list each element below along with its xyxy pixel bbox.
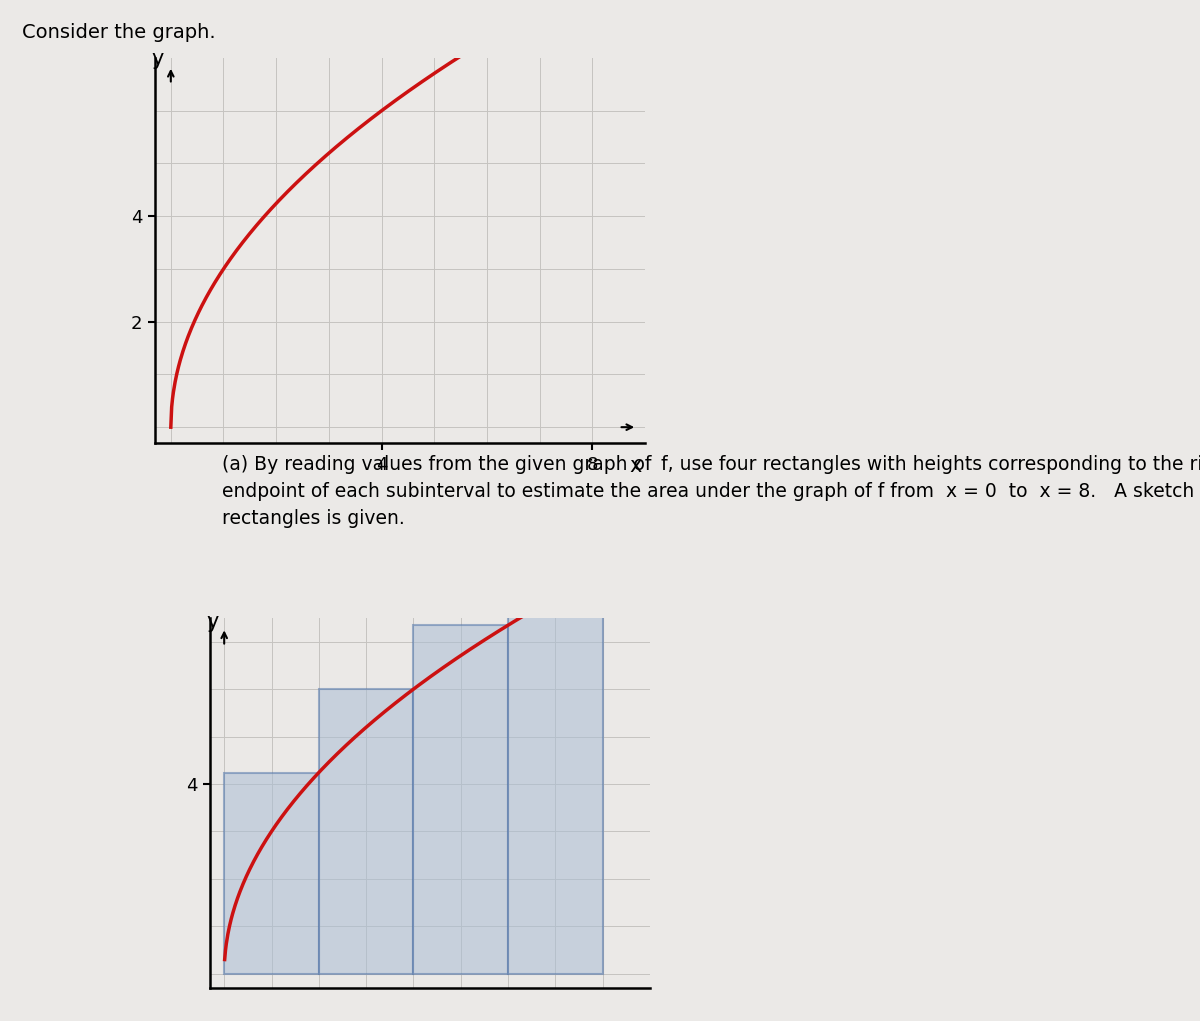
Text: y: y [151,49,164,68]
Text: x: x [629,456,642,476]
Bar [508,572,602,974]
Bar [224,773,319,974]
Bar [414,625,508,974]
Text: (a) By reading values from the given graph of  f, use four rectangles with heigh: (a) By reading values from the given gra… [222,455,1200,529]
Bar [319,689,414,974]
Text: y: y [206,613,218,632]
Text: Consider the graph.: Consider the graph. [22,23,215,43]
